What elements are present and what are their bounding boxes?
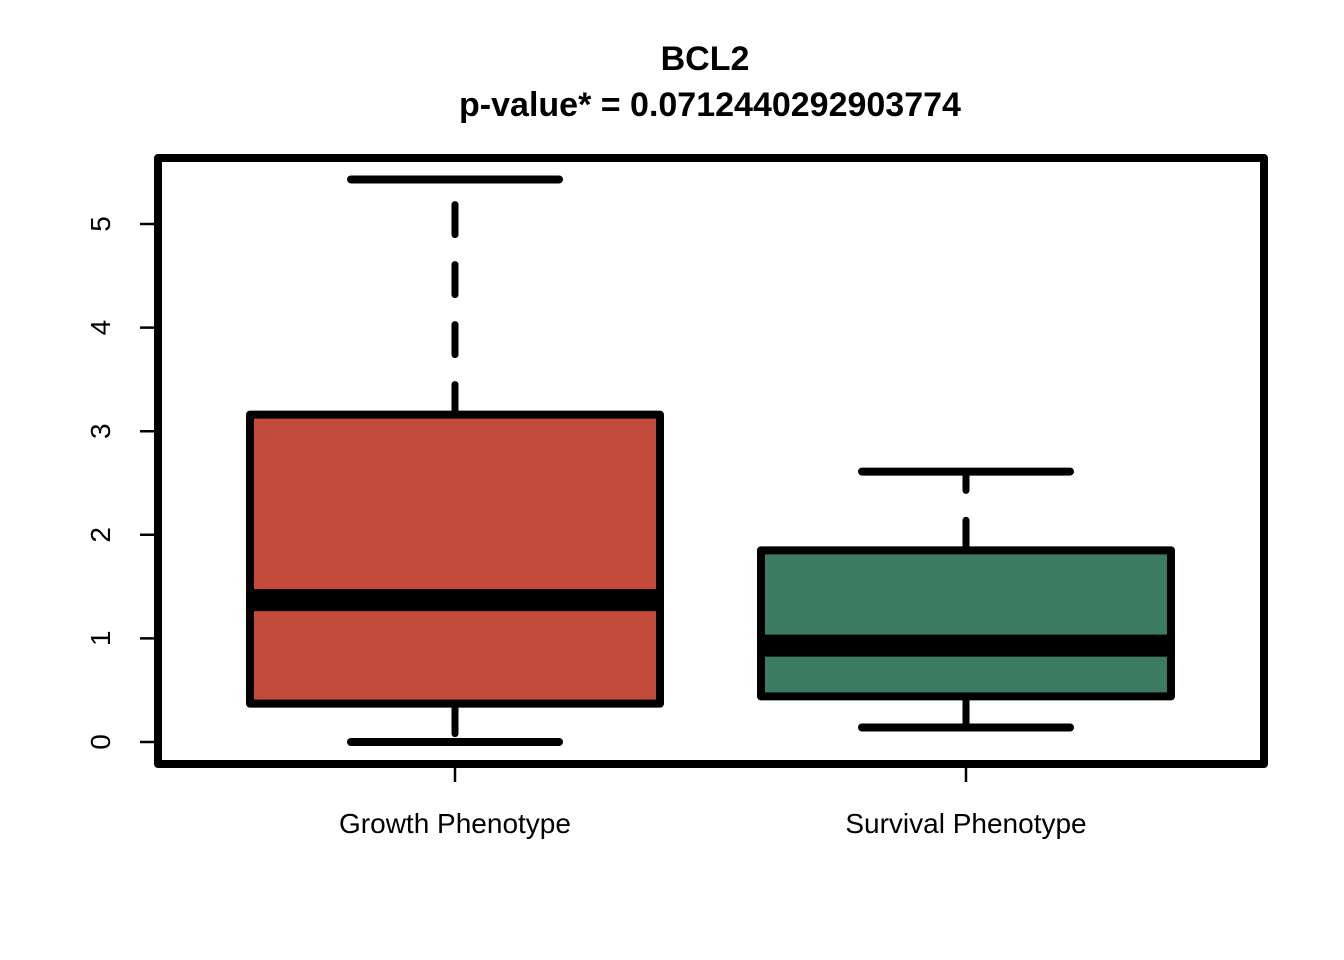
box-iqr	[757, 546, 1175, 701]
chart-subtitle: p-value* = 0.0712440292903774	[459, 86, 961, 124]
box-iqr	[246, 410, 664, 708]
y-tick-label: 0	[85, 734, 116, 750]
x-tick-label: Survival Phenotype	[845, 808, 1086, 839]
x-tick-label: Growth Phenotype	[339, 808, 571, 839]
y-tick-label: 4	[85, 320, 116, 336]
plot-area: 0 1 2 3 4 5 Growth Phenotype Survival Phenotype	[85, 154, 1268, 839]
box-group	[757, 467, 1175, 732]
chart-title: BCL2	[661, 40, 750, 78]
y-tick-label: 3	[85, 423, 116, 439]
box-group	[246, 175, 664, 746]
plot-frame	[154, 154, 1268, 768]
y-tick-label: 2	[85, 527, 116, 543]
y-tick-label: 5	[85, 216, 116, 232]
y-tick-label: 1	[85, 631, 116, 647]
